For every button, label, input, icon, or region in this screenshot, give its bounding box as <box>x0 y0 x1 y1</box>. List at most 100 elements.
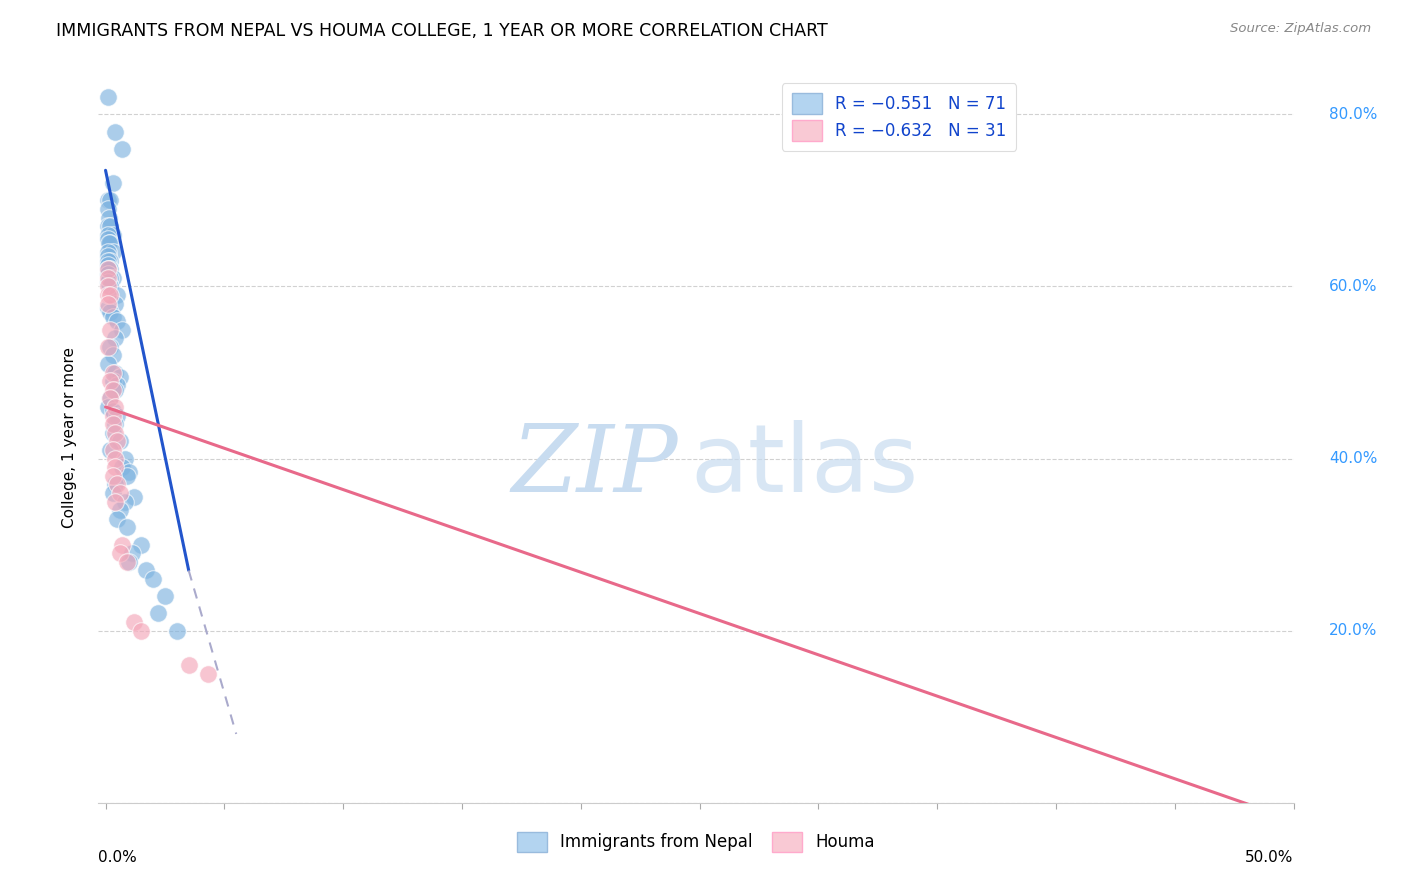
Point <box>146 607 169 621</box>
Point <box>98 262 121 277</box>
Point <box>101 310 124 324</box>
Point <box>153 589 176 603</box>
Point <box>101 245 124 260</box>
Point <box>97 202 120 216</box>
Point <box>101 176 124 190</box>
Point <box>135 564 157 578</box>
Point <box>107 512 129 526</box>
Point <box>104 400 127 414</box>
Point <box>122 615 145 629</box>
Point <box>115 468 138 483</box>
Point <box>98 288 121 302</box>
Text: atlas: atlas <box>690 420 918 512</box>
Point <box>121 546 143 560</box>
Point <box>101 227 124 242</box>
Point <box>97 90 120 104</box>
Point <box>97 296 120 310</box>
Point <box>101 409 124 423</box>
Point <box>97 288 120 302</box>
Text: IMMIGRANTS FROM NEPAL VS HOUMA COLLEGE, 1 YEAR OR MORE CORRELATION CHART: IMMIGRANTS FROM NEPAL VS HOUMA COLLEGE, … <box>56 22 828 40</box>
Point <box>129 624 152 638</box>
Point <box>104 331 127 345</box>
Text: 60.0%: 60.0% <box>1329 279 1378 294</box>
Point <box>98 236 121 251</box>
Point <box>101 366 124 380</box>
Point <box>107 314 129 328</box>
Point <box>98 253 121 268</box>
Point <box>108 434 131 449</box>
Point <box>104 125 127 139</box>
Point <box>114 494 136 508</box>
Point <box>114 451 136 466</box>
Point <box>98 305 121 319</box>
Point <box>107 409 129 423</box>
Point <box>97 253 120 268</box>
Point <box>104 366 127 380</box>
Point <box>108 369 131 384</box>
Point <box>98 194 121 208</box>
Point <box>111 538 134 552</box>
Point <box>98 271 121 285</box>
Point <box>97 267 120 281</box>
Point <box>97 227 120 242</box>
Point <box>97 275 120 289</box>
Point <box>101 271 124 285</box>
Point <box>129 538 152 552</box>
Point <box>108 486 131 500</box>
Point <box>98 279 121 293</box>
Point <box>101 486 124 500</box>
Point <box>104 383 127 397</box>
Point <box>97 258 120 272</box>
Point <box>97 271 120 285</box>
Point <box>101 348 124 362</box>
Point <box>98 236 121 251</box>
Point <box>142 572 165 586</box>
Point <box>166 624 188 638</box>
Point <box>98 211 121 225</box>
Text: Source: ZipAtlas.com: Source: ZipAtlas.com <box>1230 22 1371 36</box>
Point <box>98 340 121 354</box>
Point <box>97 279 120 293</box>
Point <box>101 404 124 418</box>
Point <box>118 555 141 569</box>
Point <box>104 425 127 440</box>
Point <box>98 392 121 406</box>
Point <box>98 322 121 336</box>
Point <box>177 658 200 673</box>
Point <box>104 296 127 310</box>
Point <box>97 357 120 371</box>
Point <box>97 194 120 208</box>
Point <box>97 262 120 277</box>
Text: ZIP: ZIP <box>512 421 678 511</box>
Point <box>98 392 121 406</box>
Point <box>98 442 121 457</box>
Y-axis label: College, 1 year or more: College, 1 year or more <box>62 347 77 527</box>
Point <box>108 546 131 560</box>
Point <box>97 262 120 277</box>
Point <box>97 245 120 260</box>
Point <box>101 417 124 432</box>
Point <box>97 340 120 354</box>
Text: 80.0%: 80.0% <box>1329 107 1378 122</box>
Point <box>104 494 127 508</box>
Text: 20.0%: 20.0% <box>1329 624 1378 638</box>
Point <box>107 434 129 449</box>
Point <box>97 301 120 315</box>
Point <box>97 232 120 246</box>
Point <box>197 666 219 681</box>
Text: 0.0%: 0.0% <box>98 850 138 865</box>
Point <box>104 460 127 475</box>
Point <box>111 460 134 475</box>
Point <box>104 451 127 466</box>
Point <box>115 555 138 569</box>
Point <box>101 383 124 397</box>
Point <box>104 477 127 491</box>
Point <box>111 322 134 336</box>
Point <box>118 465 141 479</box>
Point <box>107 477 129 491</box>
Point <box>101 425 124 440</box>
Point <box>107 378 129 392</box>
Point <box>108 503 131 517</box>
Point <box>101 374 124 388</box>
Legend: Immigrants from Nepal, Houma: Immigrants from Nepal, Houma <box>509 823 883 860</box>
